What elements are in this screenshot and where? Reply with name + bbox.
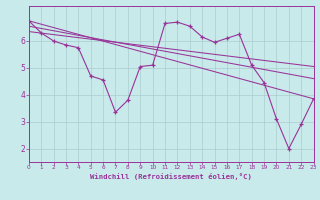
- Text: 7: 7: [11, 0, 16, 1]
- X-axis label: Windchill (Refroidissement éolien,°C): Windchill (Refroidissement éolien,°C): [90, 173, 252, 180]
